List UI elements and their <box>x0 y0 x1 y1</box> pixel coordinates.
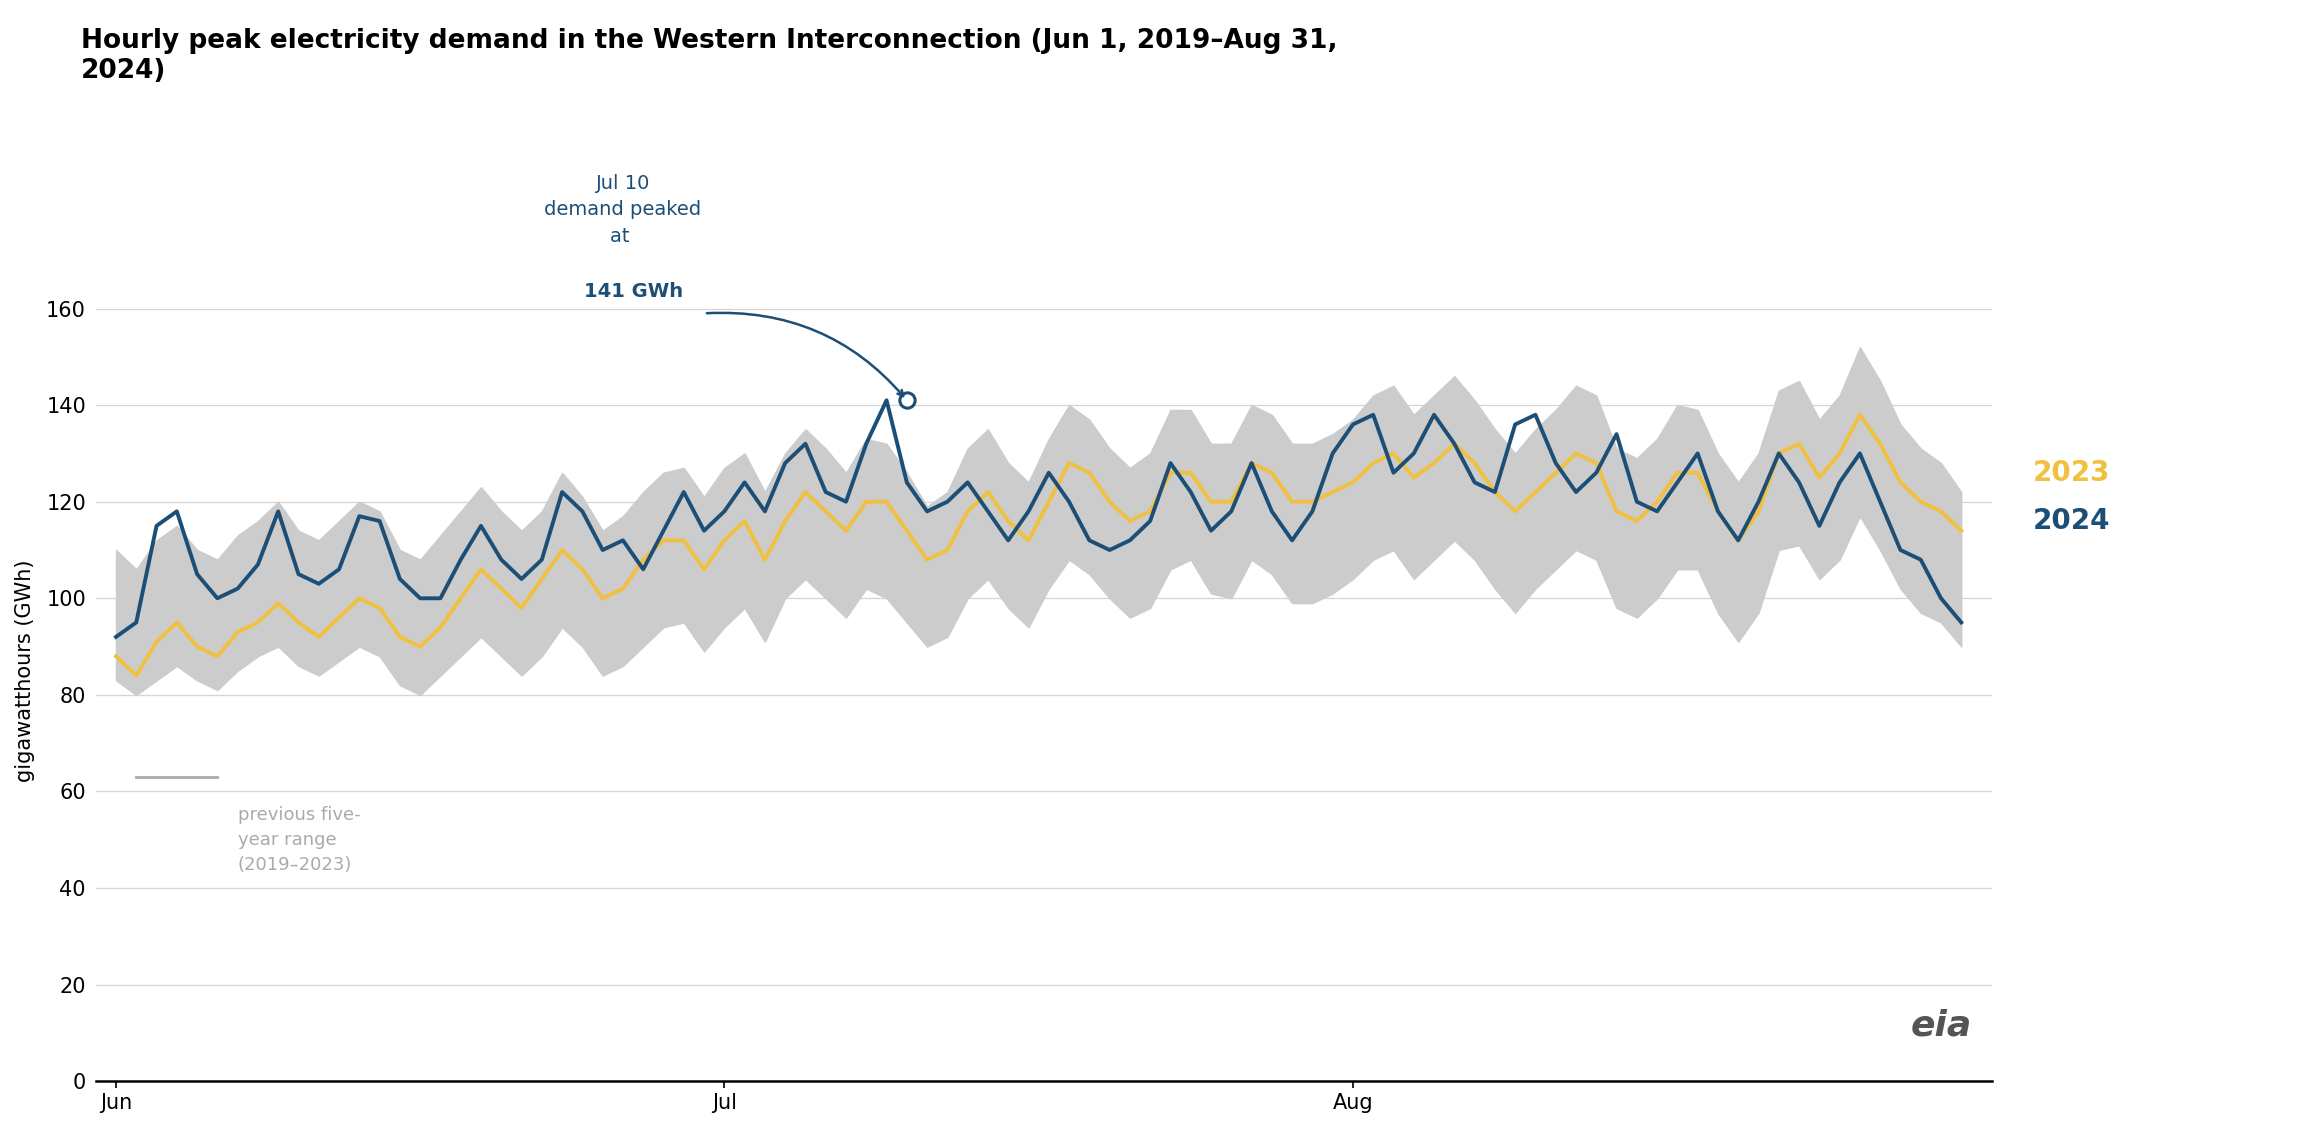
Text: 2024: 2024 <box>2032 506 2109 535</box>
Text: previous five-
year range
(2019–2023): previous five- year range (2019–2023) <box>238 805 360 874</box>
Y-axis label: gigawatthours (GWh): gigawatthours (GWh) <box>16 559 35 782</box>
Text: 141 GWh: 141 GWh <box>584 282 683 301</box>
Text: Hourly peak electricity demand in the Western Interconnection (Jun 1, 2019–Aug 3: Hourly peak electricity demand in the We… <box>81 28 1338 85</box>
Text: 2023: 2023 <box>2032 459 2109 486</box>
Text: eia: eia <box>1910 1008 1972 1042</box>
Text: Jul 10
demand peaked
at: Jul 10 demand peaked at <box>544 174 701 246</box>
